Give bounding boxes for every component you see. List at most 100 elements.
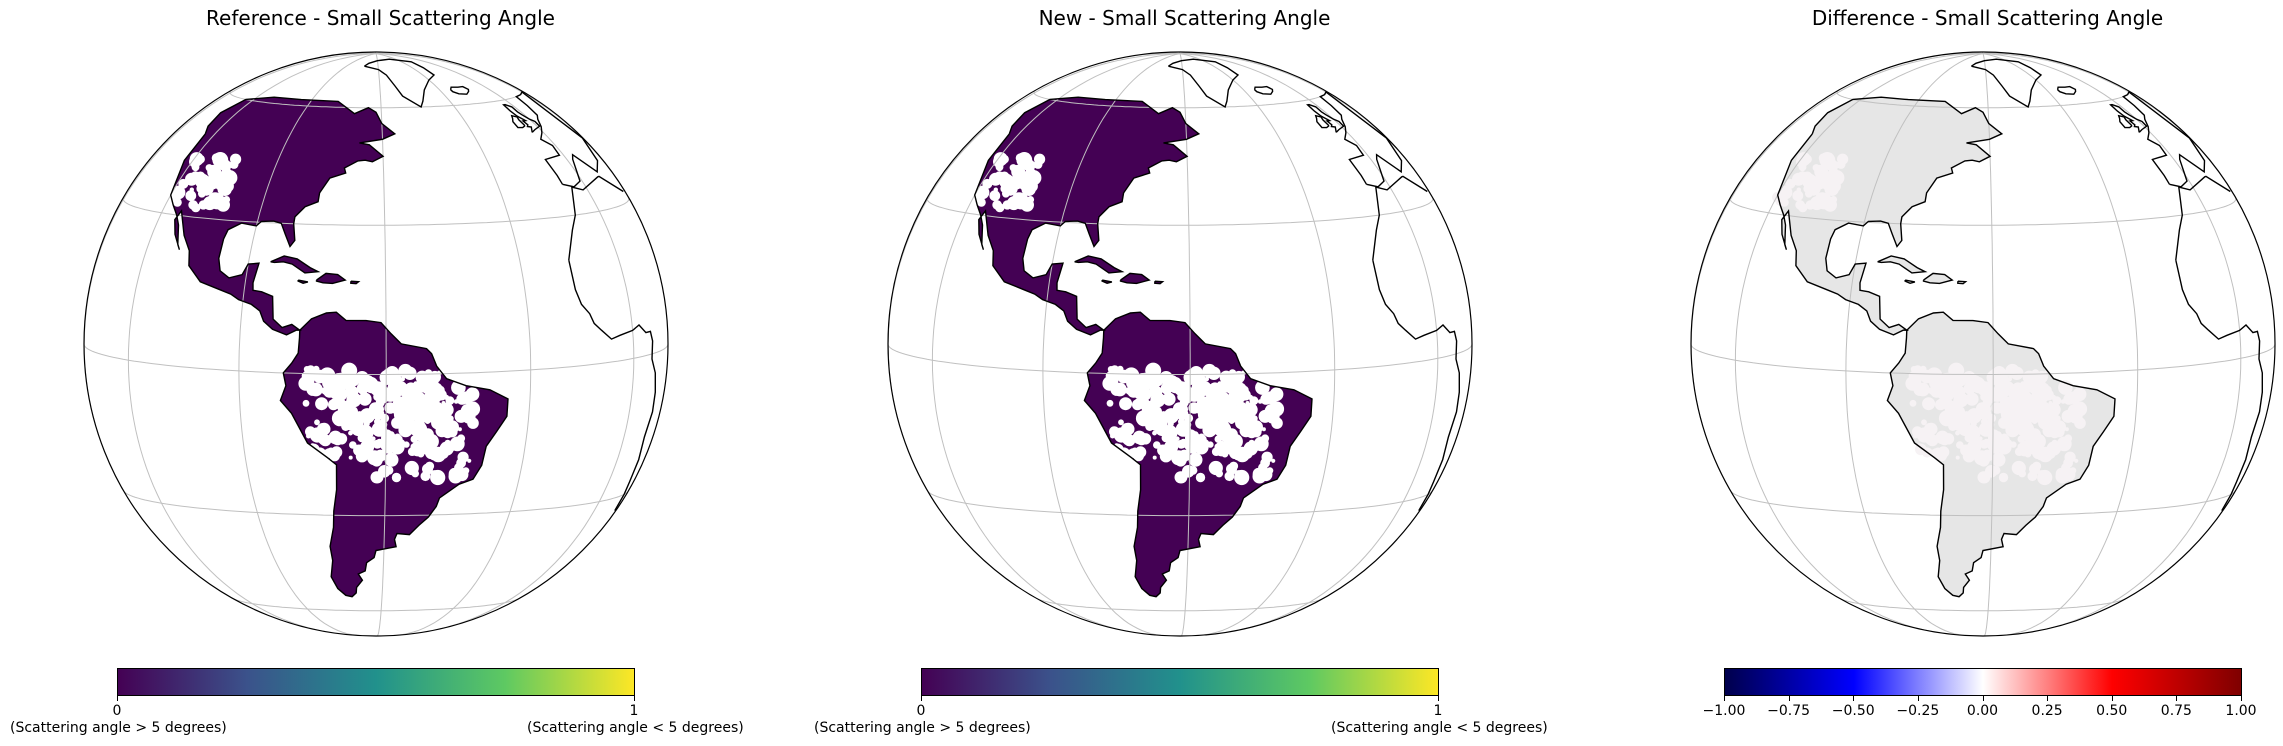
coastline xyxy=(1168,58,1240,109)
data-gap xyxy=(467,458,472,463)
coastline xyxy=(2117,114,2133,129)
data-gap xyxy=(2064,427,2069,432)
land-fill xyxy=(1877,256,1926,273)
data-gap xyxy=(1234,470,1243,479)
coastline xyxy=(568,175,656,512)
colorbar-tick-label: 1 xyxy=(1433,703,1443,719)
parallel-gridline xyxy=(1836,89,2130,109)
data-gap xyxy=(1002,189,1010,198)
colorbar-tick-label: 1.00 xyxy=(2225,703,2257,719)
data-gap xyxy=(1802,173,1817,189)
data-gap xyxy=(216,198,230,212)
colorbar-reference xyxy=(117,668,635,696)
data-gap xyxy=(314,428,324,438)
data-gap xyxy=(1034,153,1046,165)
land-fill xyxy=(1923,273,1953,284)
data-gap xyxy=(319,367,336,384)
panel-title: Reference - Small Scattering Angle xyxy=(206,6,555,30)
data-gap xyxy=(1131,379,1140,388)
data-gap xyxy=(1224,471,1235,482)
data-gap xyxy=(2074,417,2086,429)
data-gap xyxy=(2011,460,2026,476)
colorbar-tick-label: −0.50 xyxy=(1831,703,1875,719)
coastline xyxy=(1922,272,1954,285)
meridian-gridline xyxy=(1179,53,1336,636)
data-gap xyxy=(421,434,437,451)
data-gap xyxy=(1266,408,1271,413)
data-gap xyxy=(1164,440,1179,454)
data-gap xyxy=(1948,375,1963,390)
data-gap xyxy=(1219,440,1225,446)
colorbar-tick xyxy=(1982,696,1984,701)
parallel-gridline xyxy=(1839,598,2127,612)
data-gap xyxy=(348,455,353,460)
data-gap xyxy=(1983,438,1990,446)
data-gap xyxy=(1106,399,1114,407)
colorbar-tick-label: 0.00 xyxy=(1966,703,1999,719)
globe-map-new xyxy=(887,51,1473,637)
parallel-gridline xyxy=(888,343,1472,375)
data-gap xyxy=(348,430,353,436)
data-gap xyxy=(1208,460,1223,476)
coastline xyxy=(1101,279,1113,285)
data-gap xyxy=(1785,178,1796,189)
colorbar-tick-label: 0 xyxy=(916,703,926,719)
data-gap xyxy=(210,168,216,174)
data-gap xyxy=(329,432,339,442)
data-gap xyxy=(301,370,315,383)
data-gap xyxy=(444,439,451,446)
data-gap xyxy=(454,444,461,450)
data-gap xyxy=(1177,455,1187,466)
data-gap xyxy=(389,404,399,414)
data-gap xyxy=(2027,471,2038,482)
data-gap xyxy=(1266,473,1272,479)
data-gap xyxy=(2049,421,2056,428)
data-gap xyxy=(1119,397,1133,411)
data-gap xyxy=(1221,450,1229,458)
data-gap xyxy=(1977,411,1983,416)
data-gap xyxy=(400,408,416,424)
data-gap xyxy=(1970,420,1977,427)
data-gap xyxy=(1162,392,1176,406)
coastline xyxy=(1119,272,1151,285)
data-gap xyxy=(390,440,405,455)
globe-outline xyxy=(1690,51,2276,637)
data-gap xyxy=(1998,472,2009,483)
colorbar-tick xyxy=(117,696,118,701)
data-gap xyxy=(1991,452,2006,467)
data-gap xyxy=(1014,168,1020,174)
data-gap xyxy=(1015,173,1020,178)
meridian-gridline xyxy=(931,53,1181,632)
meridian-gridline xyxy=(127,53,377,632)
meridian-gridline xyxy=(375,53,387,636)
data-gap xyxy=(1959,425,1966,432)
data-gap xyxy=(371,436,376,442)
data-gap xyxy=(1908,370,1922,383)
data-gap xyxy=(1248,439,1255,446)
data-gap xyxy=(1982,398,1992,408)
data-gap xyxy=(1211,447,1221,457)
parallel-gridline xyxy=(1033,89,1327,109)
globe-map-reference xyxy=(83,51,669,637)
data-gap xyxy=(2017,435,2025,443)
coastline xyxy=(1074,255,1125,274)
data-gap xyxy=(404,460,419,476)
coastline xyxy=(2056,85,2077,95)
data-gap xyxy=(1986,467,1996,477)
coastline xyxy=(279,311,509,598)
data-gap xyxy=(1218,382,1226,390)
data-gap xyxy=(363,420,370,427)
colorbar-tick xyxy=(2047,696,2049,701)
globe-content xyxy=(1691,52,2275,636)
data-gap xyxy=(307,385,316,394)
meridian-gridline xyxy=(1179,53,1439,630)
colorbar-tick xyxy=(2241,696,2242,701)
data-gap xyxy=(2067,391,2081,405)
data-gap xyxy=(1826,162,1833,169)
data-gap xyxy=(415,440,421,446)
colorbar-tick xyxy=(1438,696,1439,701)
data-gap xyxy=(1125,387,1133,395)
data-gap xyxy=(1180,438,1187,446)
data-gap xyxy=(1261,434,1270,443)
data-gap xyxy=(423,390,439,406)
